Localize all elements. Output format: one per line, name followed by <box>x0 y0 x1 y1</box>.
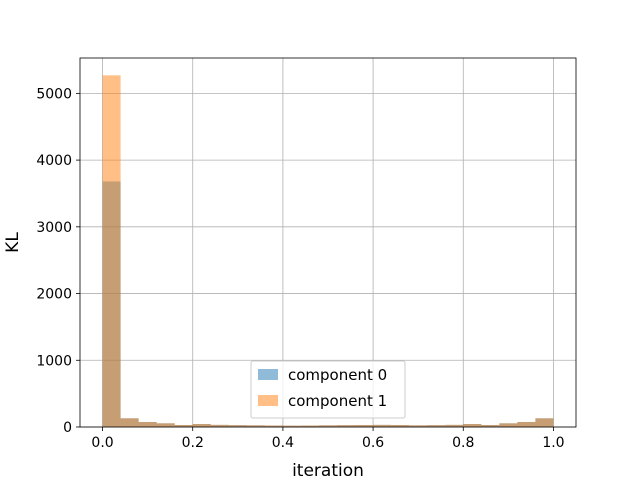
bar-component-1 <box>463 423 482 427</box>
x-axis-label: iteration <box>292 461 364 480</box>
legend: component 0 component 1 <box>250 360 406 419</box>
legend-label-component-1: component 1 <box>288 392 387 410</box>
bar-component-1 <box>246 425 265 427</box>
bar-component-1 <box>445 424 464 427</box>
bars <box>102 75 554 428</box>
bar-component-1 <box>517 421 536 427</box>
grid <box>80 58 576 428</box>
legend-label-component-0: component 0 <box>288 366 387 384</box>
x-tick-label: 0.4 <box>272 435 294 451</box>
plot-frame <box>79 57 577 428</box>
y-tick-label: 5000 <box>36 86 72 102</box>
bar-component-1 <box>264 425 283 427</box>
y-tick-label: 4000 <box>36 153 72 169</box>
bar-component-1 <box>427 425 446 427</box>
legend-swatch-component-1 <box>258 395 278 406</box>
bar-component-1 <box>174 424 193 427</box>
bar-component-1 <box>373 424 392 427</box>
x-tick-label: 0.8 <box>452 435 474 451</box>
x-tick-label: 0.0 <box>91 435 113 451</box>
ticks: 0.0 0.2 0.4 0.6 0.8 1.0 0 1000 2000 3000 4000 5000 <box>36 86 564 451</box>
bar-component-1 <box>300 425 319 427</box>
bar-component-1 <box>156 423 175 427</box>
y-tick-label: 0 <box>63 420 72 436</box>
y-tick-label: 1000 <box>36 353 72 369</box>
bar-component-1 <box>318 425 338 427</box>
legend-swatch-component-0 <box>258 369 278 380</box>
y-axis-label: KL <box>3 232 23 253</box>
bar-component-1 <box>481 424 500 427</box>
bar-component-1 <box>499 423 518 427</box>
bar-component-1 <box>535 418 554 427</box>
x-tick-label: 0.6 <box>362 435 384 451</box>
x-tick-label: 0.2 <box>182 435 204 451</box>
y-tick-label: 2000 <box>36 287 72 303</box>
bar-component-1 <box>138 421 157 427</box>
legend-box <box>250 360 406 419</box>
bar-component-1 <box>228 425 247 427</box>
bar-component-1 <box>102 75 121 428</box>
bar-component-1 <box>409 425 428 427</box>
bar-component-1 <box>210 424 229 427</box>
bar-component-1 <box>192 423 211 427</box>
bar-component-1 <box>282 425 301 427</box>
x-tick-label: 1.0 <box>542 435 564 451</box>
bar-component-1 <box>355 424 374 427</box>
bar-component-1 <box>120 418 139 427</box>
y-tick-label: 3000 <box>36 220 72 236</box>
bar-component-1 <box>337 425 356 427</box>
bar-component-1 <box>391 424 410 427</box>
